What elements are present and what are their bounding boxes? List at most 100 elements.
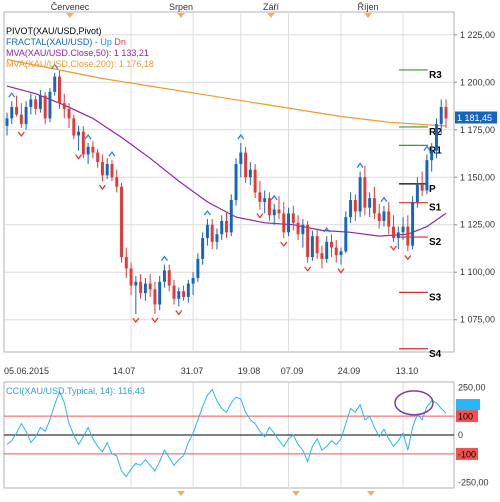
fractal-down-arrow-icon [389,245,398,251]
candle-body [401,226,405,233]
fractal-up-arrow-icon [323,227,331,233]
candle-body [444,106,448,119]
pivot-level-label: P [429,184,436,195]
candle-body [377,213,381,221]
fractal-down-arrow-icon [75,154,83,160]
candle-body [186,283,190,297]
candle-body [287,213,291,233]
cci-tick-label: -100 [458,449,476,459]
candle-body [225,220,228,233]
cci-last-tag [456,399,480,411]
candle-body [372,198,376,214]
candle-body [339,251,343,256]
y-tick-label: 1 175,00 [460,125,495,135]
candle-body [353,200,357,212]
candle-body [239,152,243,164]
pivot-level-label: S2 [429,237,442,248]
candle-body [277,209,281,214]
candle-body [234,163,238,201]
candle-body [320,253,324,259]
candle-body [291,213,295,223]
candle-body [344,217,348,252]
fractal-down-arrow-icon [256,213,264,219]
candle-body [38,95,42,109]
y-tick-label: 1 150,00 [460,172,495,182]
month-label: Září [263,2,280,12]
candle-body [420,184,424,191]
fractal-up-arrow-icon [203,209,211,216]
candle-body [120,186,124,258]
candle-body [110,163,114,178]
fractal-up-arrow-icon [423,145,431,151]
candle-body [172,285,176,299]
fractal-up-arrow-icon [160,255,168,262]
candle-body [162,270,166,282]
candle-body [220,220,224,235]
event-marker-icon [292,491,300,496]
event-marker-icon [367,491,375,496]
y-tick-label: 1 075,00 [460,315,495,325]
pivot-level-label: S4 [429,349,442,360]
cci-tick-label: 100 [458,412,473,422]
candle-body [10,106,14,119]
candle-body [91,146,95,153]
candle-body [34,99,38,109]
legend-fractal: FRACTAL(XAU/USD) - Up Dn [6,37,126,47]
candle-body [315,236,319,254]
pivot-level-label: R1 [429,145,442,156]
fractal-down-arrow-icon [280,241,288,248]
y-tick-label: 1 225,00 [460,30,495,40]
fractal-down-arrow-icon [175,310,183,316]
last-price-label: 1 181,45 [457,113,492,123]
candle-body [272,209,276,216]
candle-body [96,152,100,163]
candle-body [177,291,181,299]
candle-body [325,241,329,259]
month-label: Červenec [51,2,90,12]
candle-body [139,281,143,294]
candle-body [100,162,104,176]
candle-body [229,200,233,233]
candle-body [306,224,310,258]
legend-fractal-label: FRACTAL(XAU/USD) - [6,37,100,47]
candle-body [143,283,147,294]
candle-body [58,76,61,104]
fractal-down-arrow-icon [98,184,106,191]
candle-body [196,258,200,278]
mva200-line [6,58,447,127]
candle-body [425,160,429,191]
candle-body [77,131,81,136]
month-marker-icon [267,13,275,18]
x-tick-label: 13.10 [396,366,419,376]
x-tick-label: 05.06.2015 [4,366,49,376]
candle-body [191,277,195,284]
cci-level-tag [456,447,478,460]
x-tick-label: 31.07 [181,366,204,376]
cci-series-line [6,388,447,478]
candle-body [210,224,214,242]
fractal-down-arrow-icon [132,317,140,324]
fractal-up-arrow-icon [270,194,278,201]
legend-mva200: MVA(XAU/USD.Close,200): 1 176,18 [6,59,154,69]
candle-body [124,257,128,269]
candle-body [153,289,157,305]
candle-body [430,150,434,161]
candle-body [15,106,19,115]
cci-tick-label: -250,00 [458,477,489,487]
candle-body [53,76,57,92]
candle-body [29,99,33,107]
candle-body [129,268,133,286]
candle-body [115,177,119,187]
candle-body [72,118,76,136]
candle-body [253,169,257,193]
candle-body [358,177,362,212]
candle-body [258,192,262,202]
candle-body [434,124,438,151]
candle-body [349,200,353,218]
candle-body [158,281,162,305]
candle-body [105,163,109,176]
candle-body [282,213,286,233]
candle-body [205,224,209,239]
fractal-up-arrow-icon [237,133,245,140]
